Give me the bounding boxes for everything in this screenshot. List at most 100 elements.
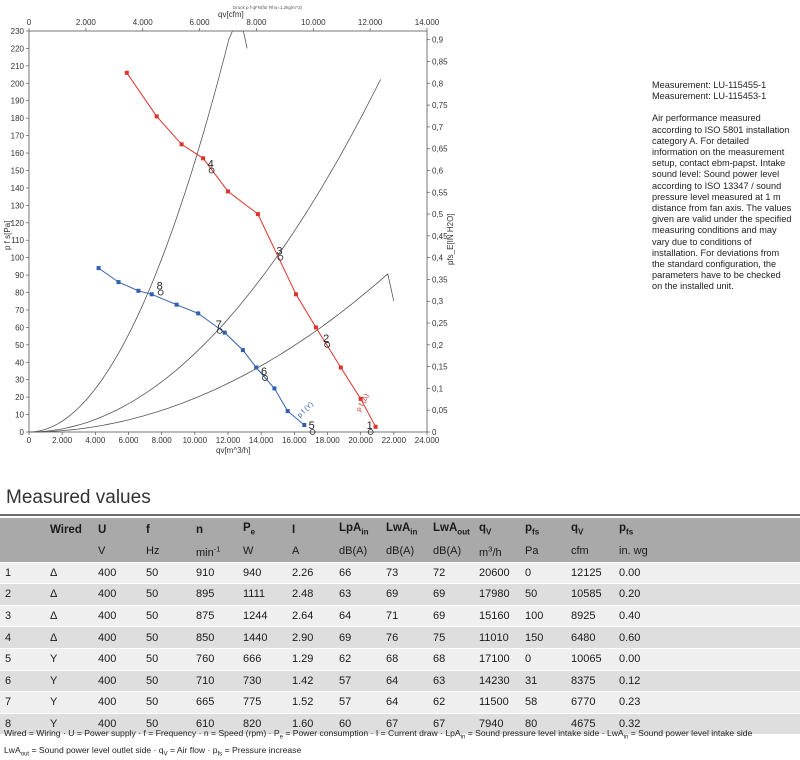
series-2-point xyxy=(96,266,101,271)
series-2-name: p f (Y) xyxy=(296,401,314,419)
cell-lwain: 68 xyxy=(381,648,428,671)
cell-power: 730 xyxy=(238,670,287,693)
cell-pressure-inwg: 0.12 xyxy=(614,670,800,693)
operating-point-marker xyxy=(367,429,374,435)
y-tick-label: 180 xyxy=(11,114,25,123)
top-x-tick-label: 6.000 xyxy=(190,18,211,27)
cell-wired: Y xyxy=(45,691,93,714)
top-x-tick-label: 0 xyxy=(27,18,32,27)
plot-area: 0 2.000 4.000 6.000 8.000 10.000 12.000 14.000 1… xyxy=(11,18,448,445)
cell-lwaout: 72 xyxy=(428,562,474,585)
cell-pressure-inwg: 0.40 xyxy=(614,605,800,628)
right-tick-label: 0,9 xyxy=(432,36,444,45)
table-legend-footnote: Wired = Wiring · U = Power supply · f = … xyxy=(4,727,800,760)
series-1-point xyxy=(154,114,159,119)
measurement-id-2: Measurement: LU-115453-1 xyxy=(652,91,767,102)
header-pfs-label: pfs xyxy=(525,522,540,537)
cell-lwain: 73 xyxy=(381,562,428,585)
series-2-point xyxy=(240,348,245,353)
operating-point-label: 5 xyxy=(309,420,315,432)
cell-frequency: 50 xyxy=(141,648,191,671)
x-tick-label: 4.000 xyxy=(85,436,106,445)
cell-airflow-m3h: 14230 xyxy=(474,670,520,693)
cell-pressure-inwg: 0.00 xyxy=(614,648,800,671)
header-qv-label: qV xyxy=(479,522,492,537)
cell-speed: 610 xyxy=(191,713,238,736)
cell-airflow-cfm: 12125 xyxy=(566,562,614,585)
cell-pressure-pa: 50 xyxy=(520,583,566,606)
cell-current: 2.64 xyxy=(287,605,334,628)
right-tick-label: 0,15 xyxy=(432,363,448,372)
operating-point-label: 2 xyxy=(323,333,329,345)
y-tick-label: 0 xyxy=(20,428,25,437)
series-1-point xyxy=(124,70,129,75)
cell-frequency: 50 xyxy=(141,626,191,649)
cell-wired: Δ xyxy=(45,605,93,628)
cell-lwaout: 67 xyxy=(428,713,474,736)
series-1-point xyxy=(294,292,298,297)
series-1-point xyxy=(313,325,318,330)
cell-wired: Δ xyxy=(45,626,93,649)
unit-cell: Hz xyxy=(141,541,191,563)
cell-lwain: 64 xyxy=(381,670,428,693)
series-line-1 xyxy=(126,72,377,428)
cell-voltage: 400 xyxy=(93,583,141,606)
cell-pressure-pa: 150 xyxy=(520,626,566,649)
cell-airflow-cfm: 6770 xyxy=(566,691,614,714)
operating-point-marker xyxy=(309,429,316,435)
header-lwaout-label: LwAout xyxy=(433,522,470,537)
left-axis-label: p f s[Pa] xyxy=(3,221,12,250)
series-1-point xyxy=(226,189,230,194)
measurement-id-1: Measurement: LU-115455-1 xyxy=(652,80,767,90)
top-axis-label: qv[cfm] xyxy=(218,10,244,19)
right-tick-label: 0,8 xyxy=(432,79,444,88)
series-2-point xyxy=(116,280,121,285)
cell-lwaout: 69 xyxy=(428,605,474,628)
cell-lwaout: 68 xyxy=(428,648,474,671)
top-x-tick-label: 12.000 xyxy=(358,18,383,27)
x-tick-label: 16.000 xyxy=(282,436,307,445)
cell-index: 4 xyxy=(0,626,45,649)
y-tick-label: 130 xyxy=(11,201,25,210)
header-qv2-label: qV xyxy=(571,522,584,537)
cell-airflow-cfm: 10065 xyxy=(566,648,614,671)
right-tick-label: 0,05 xyxy=(432,406,448,415)
header-pressure-inwg: pfs xyxy=(614,518,800,541)
cell-index: 2 xyxy=(0,583,45,606)
right-tick-label: 0,6 xyxy=(432,166,444,175)
x-tick-label: 24.000 xyxy=(415,436,440,445)
right-tick-label: 0,35 xyxy=(432,275,448,284)
cell-wired: Y xyxy=(45,713,93,736)
series-1-point xyxy=(373,424,378,429)
cell-pressure-pa: 58 xyxy=(520,691,566,714)
y-tick-label: 20 xyxy=(15,393,24,402)
cell-speed: 710 xyxy=(191,670,238,693)
series-2-point xyxy=(285,409,290,414)
cell-speed: 910 xyxy=(191,562,238,585)
top-x-tick-label: 10.000 xyxy=(301,18,326,27)
header-airflow-m3h: qV xyxy=(474,518,520,541)
table-row: 7 Y 400 50 665 775 1.52 57 64 62 11500 58 6770 0.23 xyxy=(0,691,800,714)
cell-lwaout: 69 xyxy=(428,583,474,606)
y-tick-label: 100 xyxy=(11,254,25,263)
footnote-line-2: LwAout = Sound power level outlet side ·… xyxy=(4,744,302,758)
cell-pressure-pa: 0 xyxy=(520,562,566,585)
cell-power: 1111 xyxy=(238,583,287,606)
y-tick-label: 140 xyxy=(11,184,25,193)
header-lwain: LwAin xyxy=(381,518,428,541)
operating-point-marker xyxy=(208,167,215,174)
plot-frame xyxy=(28,30,428,433)
fan-performance-chart: Druck p f-qFN(für Rho=1,2kg/m^3) qv[cfm]… xyxy=(3,5,455,455)
cell-wired: Δ xyxy=(45,562,93,585)
system-curve-1 xyxy=(29,273,395,433)
cell-current: 2.90 xyxy=(287,626,334,649)
x-tick-label: 6.000 xyxy=(118,436,139,445)
x-tick-label: 0 xyxy=(27,436,32,445)
unit-speed: min-1 xyxy=(196,543,221,559)
x-tick-label: 14.000 xyxy=(249,436,274,445)
header-lwaout: LwAout xyxy=(428,518,474,541)
cell-pressure-pa: 31 xyxy=(520,670,566,693)
cell-voltage: 400 xyxy=(93,562,141,585)
series-1-point xyxy=(255,212,260,217)
measured-values-table: Wired U f n Pe I LpAin LwAin LwAout qV p… xyxy=(0,518,800,736)
